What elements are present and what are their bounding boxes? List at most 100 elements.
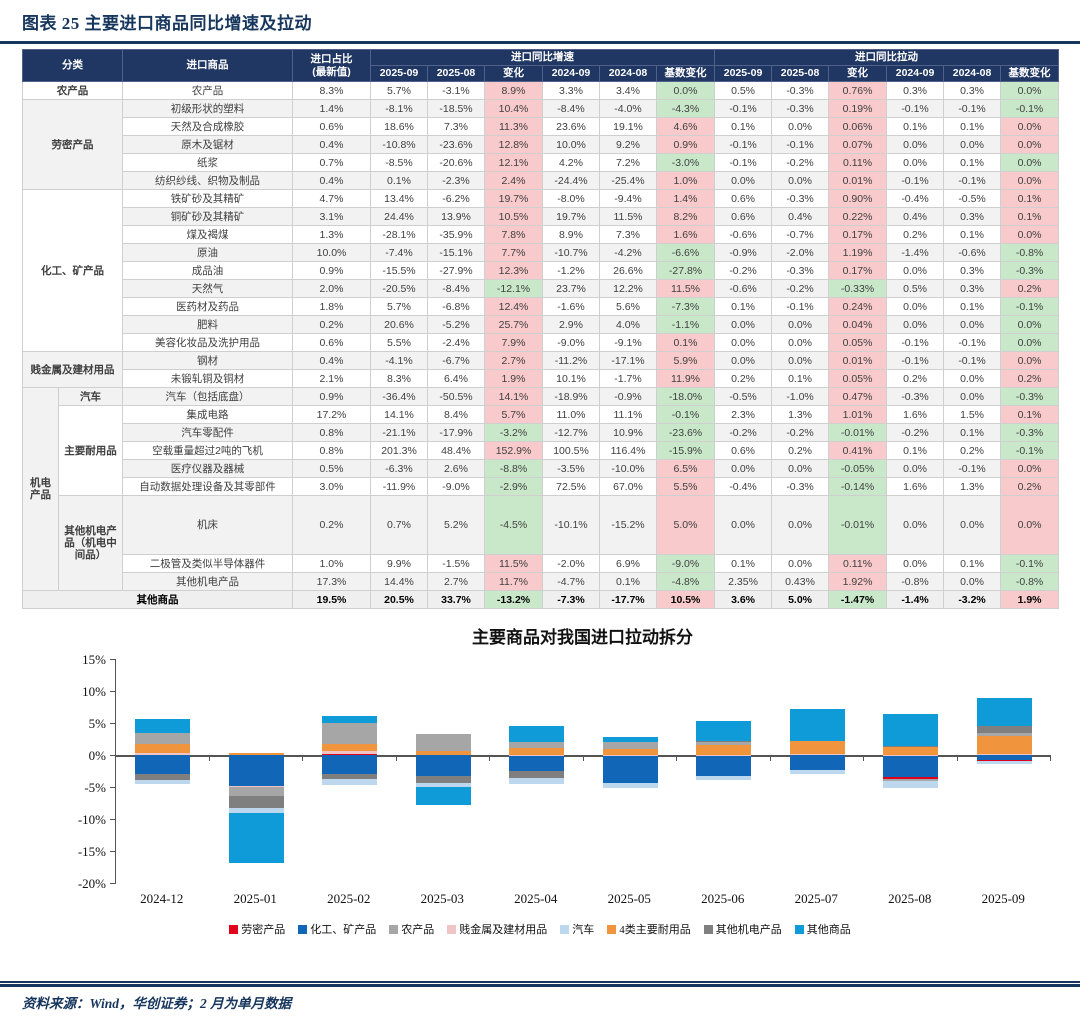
growth-cell: 23.6% — [542, 117, 600, 137]
y-axis-tick — [110, 723, 116, 725]
growth-cell: 12.1% — [484, 153, 543, 173]
pull-cell: -0.1% — [943, 333, 1002, 353]
y-axis-tick — [110, 787, 116, 789]
bar-segment — [135, 719, 191, 733]
item-cell: 其他商品 — [22, 590, 293, 610]
y-axis-tick — [110, 851, 116, 853]
x-axis-tick — [302, 756, 303, 762]
bar-segment — [135, 743, 191, 754]
growth-cell: -8.1% — [370, 99, 428, 119]
growth-cell: -27.8% — [655, 261, 716, 281]
item-cell: 农产品 — [122, 81, 293, 101]
pull-cell: 0.0% — [886, 153, 945, 173]
item-cell: 机床 — [122, 495, 293, 556]
pull-cell: 0.0% — [886, 315, 945, 335]
growth-cell: -2.4% — [427, 333, 485, 353]
pull-cell: 0.0% — [886, 135, 945, 155]
header-growth-group: 进口同比增速 — [369, 48, 716, 67]
bar-segment — [135, 753, 191, 756]
growth-cell: -0.9% — [599, 387, 657, 407]
pull-cell: -0.8% — [1000, 243, 1060, 263]
x-axis-label: 2024-12 — [140, 891, 184, 907]
growth-cell: -12.7% — [542, 423, 600, 443]
share-cell: 0.6% — [292, 117, 371, 137]
x-axis-label: 2025-05 — [607, 891, 651, 907]
pull-cell: -0.3% — [1000, 423, 1060, 443]
item-cell: 原木及锯材 — [122, 135, 293, 155]
pull-cell: -0.4% — [714, 477, 773, 497]
growth-cell: 11.5% — [599, 207, 657, 227]
growth-cell: 7.7% — [484, 243, 543, 263]
pull-cell: 0.0% — [1000, 315, 1060, 335]
pull-cell: -0.3% — [886, 387, 945, 407]
item-cell: 肥料 — [122, 315, 293, 335]
growth-cell: -5.2% — [427, 315, 485, 335]
pull-cell: -0.1% — [886, 333, 945, 353]
table-row: 空载重量超过2吨的飞机 0.8% 201.3% 48.4% 152.9% 100.5% 11… — [23, 441, 1060, 461]
pull-cell: -0.2% — [714, 423, 773, 443]
legend-label: 劳密产品 — [241, 924, 286, 937]
growth-cell: 9.9% — [370, 554, 428, 574]
pull-cell: 1.5% — [943, 405, 1002, 425]
growth-cell: 23.7% — [542, 279, 600, 299]
bar-segment — [322, 723, 378, 745]
pull-cell: 0.0% — [714, 459, 773, 479]
growth-cell: -7.3% — [655, 297, 716, 317]
growth-cell: -10.0% — [599, 459, 657, 479]
table-row: 医药材及药品 1.8% 5.7% -6.8% 12.4% -1.6% 5.6% -7.3% 0.… — [23, 297, 1060, 317]
bar-segment — [696, 745, 752, 755]
pull-cell: -0.5% — [943, 189, 1002, 209]
bar-segment — [976, 736, 1032, 754]
growth-cell: 2.4% — [484, 171, 543, 191]
growth-cell: -18.9% — [542, 387, 600, 407]
pull-cell: -0.14% — [828, 477, 888, 497]
growth-cell: 201.3% — [370, 441, 428, 461]
pull-decomposition-chart: 主要商品对我国进口拉动拆分 15% 10% 5% 0% -5% -10% -15% -20% … — [0, 619, 1080, 971]
bar-segment — [415, 755, 471, 777]
growth-cell: 12.8% — [484, 135, 543, 155]
bar-segment — [789, 708, 845, 742]
pull-cell: 0.4% — [886, 207, 945, 227]
title-divider — [0, 41, 1080, 44]
bar-segment — [509, 726, 565, 743]
pull-cell: 0.0% — [771, 333, 830, 353]
pull-cell: 1.6% — [886, 405, 945, 425]
x-axis-label: 2025-04 — [514, 891, 558, 907]
table-row: 美容化妆品及洗护用品 0.6% 5.5% -2.4% 7.9% -9.0% -9.1% 0.1… — [23, 333, 1060, 353]
growth-cell: 26.6% — [599, 261, 657, 281]
pull-cell: 0.11% — [828, 554, 888, 574]
bar-segment — [228, 785, 284, 788]
legend-label: 其他机电产品 — [715, 924, 782, 937]
header-share: 进口占比 (最新值) — [292, 48, 371, 83]
pull-cell: 0.0% — [771, 554, 830, 574]
share-cell: 10.0% — [292, 243, 371, 263]
bar-segment — [135, 732, 191, 744]
chart-legend: 劳密产品 化工、矿产品 农产品 贱金属及建材用品 汽车 4类主要耐用品 其他机电产品 其他商品 — [0, 921, 1080, 937]
bar-segment — [883, 777, 939, 779]
growth-cell: 12.2% — [599, 279, 657, 299]
growth-cell: -2.0% — [542, 554, 600, 574]
pull-cell: 0.1% — [714, 554, 773, 574]
bar-segment — [415, 734, 471, 751]
growth-cell: -11.9% — [370, 477, 428, 497]
growth-cell: 6.4% — [427, 369, 485, 389]
pull-cell: 0.0% — [771, 495, 830, 556]
growth-cell: 12.3% — [484, 261, 543, 281]
pull-cell: -0.1% — [1000, 297, 1060, 317]
growth-cell: 33.7% — [427, 590, 485, 610]
bar-segment — [883, 780, 939, 788]
category-cell: 机电产品 — [22, 387, 59, 592]
item-cell: 铜矿砂及其精矿 — [122, 207, 293, 227]
category-cell: 汽车 — [58, 387, 123, 407]
pull-cell: 5.0% — [771, 590, 830, 610]
growth-cell: 18.6% — [370, 117, 428, 137]
bar-segment — [135, 755, 191, 775]
growth-cell: 11.1% — [599, 405, 657, 425]
share-cell: 0.2% — [292, 495, 371, 556]
pull-cell: -0.1% — [1000, 441, 1060, 461]
table-row: 主要耐用品 集成电路 17.2% 14.1% 8.4% 5.7% 11.0% 11.1% -0.… — [23, 405, 1060, 497]
growth-cell: 7.3% — [599, 225, 657, 245]
pull-cell: 0.0% — [886, 297, 945, 317]
growth-cell: -11.2% — [542, 351, 600, 371]
table-row: 天然气 2.0% -20.5% -8.4% -12.1% 23.7% 12.2% 11.5% -… — [23, 279, 1060, 299]
